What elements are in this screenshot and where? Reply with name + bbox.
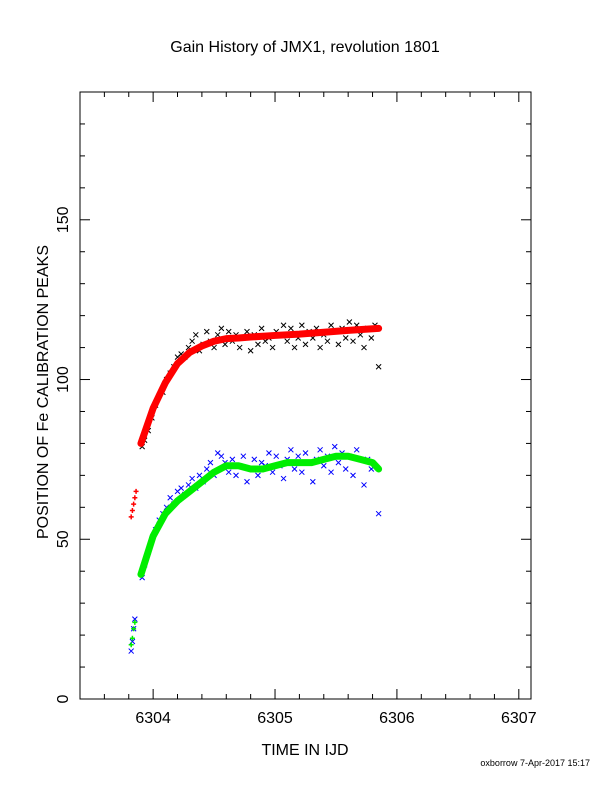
fit-curve xyxy=(137,324,383,447)
data-point xyxy=(288,446,294,453)
plot-frame xyxy=(79,91,532,700)
x-tick-label: 6307 xyxy=(501,710,537,727)
data-point xyxy=(269,469,276,476)
data-point xyxy=(240,453,247,460)
fit-curve xyxy=(137,452,383,578)
data-point xyxy=(214,331,221,338)
footer-credit: oxborrow 7-Apr-2017 15:17 xyxy=(480,758,590,768)
data-point xyxy=(129,508,135,514)
x-tick-label: 6305 xyxy=(257,710,293,727)
data-point xyxy=(203,328,210,335)
data-point xyxy=(218,325,225,332)
x-axis-label: TIME IN IJD xyxy=(261,742,348,759)
data-point xyxy=(368,335,375,341)
data-point xyxy=(258,325,265,332)
data-point xyxy=(207,459,214,466)
data-point xyxy=(309,478,316,485)
data-point xyxy=(167,494,174,501)
data-point xyxy=(280,475,287,482)
data-point xyxy=(284,338,291,345)
data-point xyxy=(178,485,185,492)
data-point xyxy=(255,341,261,348)
data-point xyxy=(302,450,309,456)
data-point xyxy=(244,478,250,485)
data-point xyxy=(350,472,356,479)
data-point xyxy=(342,335,349,341)
data-point xyxy=(335,341,342,348)
data-point xyxy=(192,331,199,338)
data-point xyxy=(317,446,323,453)
data-point xyxy=(273,453,280,460)
data-point xyxy=(291,344,298,351)
data-point xyxy=(361,344,367,351)
data-point xyxy=(189,338,195,345)
data-point xyxy=(251,456,258,463)
data-point xyxy=(331,443,338,450)
data-point xyxy=(211,344,217,351)
chart-title: Gain History of JMX1, revolution 1801 xyxy=(170,39,440,56)
data-point xyxy=(295,453,302,460)
data-point xyxy=(132,619,138,625)
y-tick-label: 50 xyxy=(55,530,72,548)
data-point xyxy=(218,453,225,460)
data-point xyxy=(317,344,323,351)
data-point xyxy=(361,482,367,488)
data-point xyxy=(328,322,334,329)
data-point xyxy=(291,466,298,472)
data-point xyxy=(288,325,294,332)
data-point xyxy=(247,347,254,354)
y-axis-label: POSITION OF Fe CALIBRATION PEAKS xyxy=(35,245,52,539)
data-point xyxy=(350,338,356,345)
data-point xyxy=(320,462,327,469)
data-point xyxy=(203,466,210,472)
data-point xyxy=(266,450,272,456)
data-point xyxy=(269,344,276,351)
data-point xyxy=(302,341,309,348)
data-point xyxy=(298,469,305,476)
y-tick-label: 0 xyxy=(55,694,72,703)
data-point xyxy=(229,456,236,463)
data-point xyxy=(298,322,305,329)
data-point xyxy=(328,469,334,476)
data-point xyxy=(225,328,232,335)
data-point xyxy=(280,322,287,329)
data-point xyxy=(133,488,139,494)
data-point xyxy=(375,363,382,370)
data-point xyxy=(244,328,250,335)
data-point xyxy=(324,338,331,345)
data-point xyxy=(225,469,232,476)
y-tick-label: 150 xyxy=(55,206,72,233)
data-point xyxy=(196,472,203,479)
data-point xyxy=(132,495,138,501)
data-point xyxy=(342,466,349,472)
data-point xyxy=(353,446,360,453)
data-point xyxy=(128,648,135,654)
data-point xyxy=(335,459,342,466)
data-marks xyxy=(128,319,383,654)
data-point xyxy=(131,626,137,632)
data-point xyxy=(131,501,137,507)
data-point xyxy=(129,635,135,641)
axis-ticks: 6304 6305 6306 6307 0 50 100 150 xyxy=(55,91,537,727)
x-tick-label: 6304 xyxy=(135,710,171,727)
data-point xyxy=(346,319,353,325)
data-point xyxy=(128,642,134,648)
data-point xyxy=(255,472,261,479)
data-point xyxy=(233,472,239,479)
data-point xyxy=(131,616,138,622)
data-point xyxy=(375,510,382,517)
x-tick-label: 6306 xyxy=(379,710,415,727)
data-point xyxy=(128,514,134,520)
y-tick-label: 100 xyxy=(55,366,72,393)
data-point xyxy=(236,344,243,351)
data-point xyxy=(189,475,195,482)
